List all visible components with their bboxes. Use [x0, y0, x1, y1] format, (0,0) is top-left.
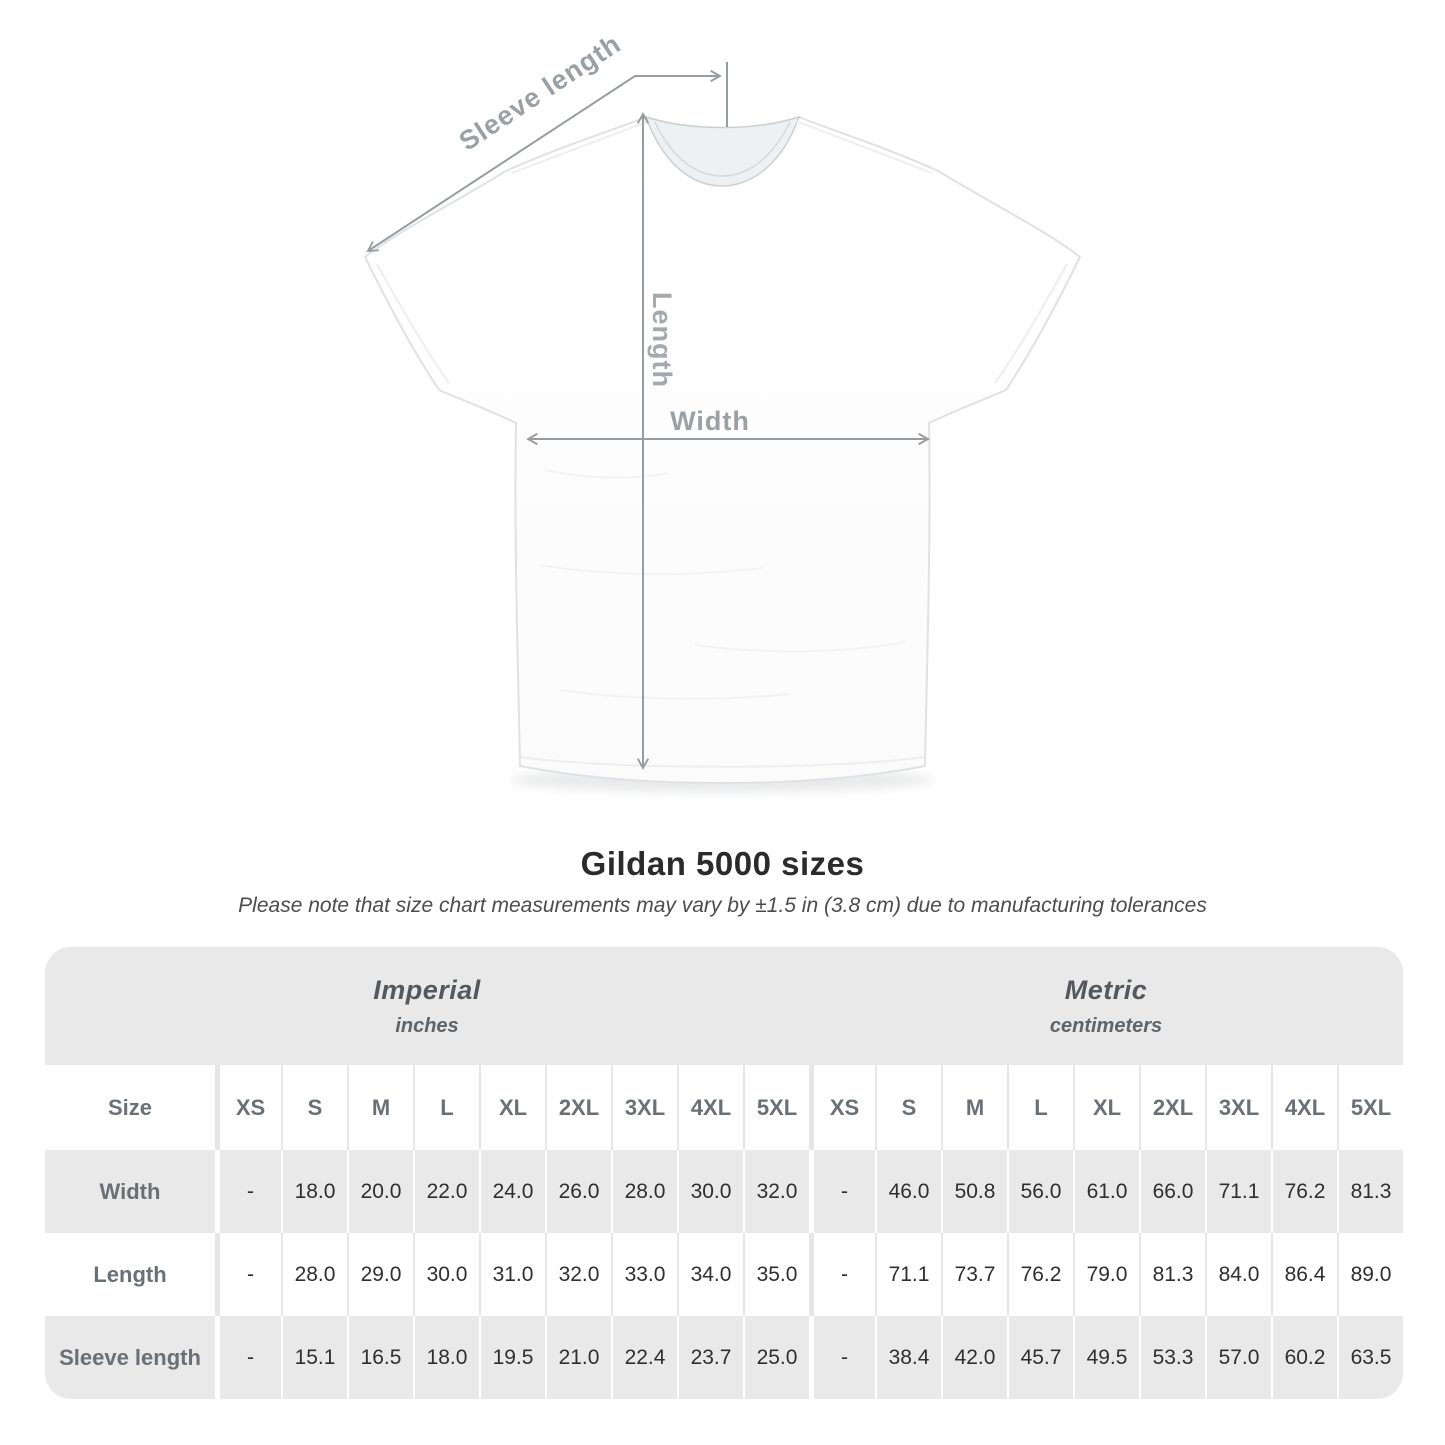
- cell-width-imperial-5xl: 32.0: [743, 1150, 809, 1233]
- cell-sleeve-length-metric-l: 45.7: [1007, 1316, 1073, 1399]
- cell-width-metric-s: 46.0: [875, 1150, 941, 1233]
- size-col-metric-3xl: 3XL: [1205, 1065, 1271, 1150]
- row-label: Sleeve length: [45, 1316, 215, 1399]
- cell-length-imperial-m: 29.0: [347, 1233, 413, 1316]
- cell-sleeve-length-imperial-m: 16.5: [347, 1316, 413, 1399]
- cell-width-metric-l: 56.0: [1007, 1150, 1073, 1233]
- cell-length-imperial-xs: -: [215, 1233, 281, 1316]
- cell-sleeve-length-metric-3xl: 57.0: [1205, 1316, 1271, 1399]
- width-label: Width: [670, 406, 750, 436]
- cell-sleeve-length-imperial-xs: -: [215, 1316, 281, 1399]
- size-col-imperial-3xl: 3XL: [611, 1065, 677, 1150]
- cell-sleeve-length-imperial-xl: 19.5: [479, 1316, 545, 1399]
- size-col-imperial-4xl: 4XL: [677, 1065, 743, 1150]
- sleeve-length-arrow: [366, 69, 722, 253]
- cell-width-metric-m: 50.8: [941, 1150, 1007, 1233]
- cell-width-imperial-2xl: 26.0: [545, 1150, 611, 1233]
- size-col-imperial-xl: XL: [479, 1065, 545, 1150]
- size-header-row: Size XS S M L XL 2XL 3XL 4XL 5XL XS S M L XL 2XL 3XL 4XL…: [45, 1065, 1403, 1150]
- cell-sleeve-length-imperial-l: 18.0: [413, 1316, 479, 1399]
- cell-length-metric-s: 71.1: [875, 1233, 941, 1316]
- cell-length-imperial-2xl: 32.0: [545, 1233, 611, 1316]
- size-col-metric-4xl: 4XL: [1271, 1065, 1337, 1150]
- cell-width-metric-3xl: 71.1: [1205, 1150, 1271, 1233]
- size-col-imperial-m: M: [347, 1065, 413, 1150]
- cell-sleeve-length-metric-5xl: 63.5: [1337, 1316, 1403, 1399]
- cell-length-metric-l: 76.2: [1007, 1233, 1073, 1316]
- cell-width-metric-5xl: 81.3: [1337, 1150, 1403, 1233]
- cell-sleeve-length-metric-4xl: 60.2: [1271, 1316, 1337, 1399]
- tshirt-body: [364, 116, 1081, 784]
- table-row-width: Width -18.0 20.0 22.0 24.0 26.0 28.0 30.0 32.0-4…: [45, 1150, 1403, 1233]
- cell-sleeve-length-metric-2xl: 53.3: [1139, 1316, 1205, 1399]
- cell-width-imperial-4xl: 30.0: [677, 1150, 743, 1233]
- cell-width-imperial-m: 20.0: [347, 1150, 413, 1233]
- size-table: Imperial inches Metric centimeters Size …: [45, 947, 1403, 1399]
- cell-length-imperial-4xl: 34.0: [677, 1233, 743, 1316]
- unit-section-row: Imperial inches Metric centimeters: [45, 947, 1403, 1065]
- cell-width-metric-xs: -: [809, 1150, 875, 1233]
- cell-length-imperial-xl: 31.0: [479, 1233, 545, 1316]
- cell-sleeve-length-metric-xs: -: [809, 1316, 875, 1399]
- size-col-imperial-2xl: 2XL: [545, 1065, 611, 1150]
- size-col-imperial-xs: XS: [215, 1065, 281, 1150]
- cell-width-imperial-s: 18.0: [281, 1150, 347, 1233]
- cell-sleeve-length-metric-s: 38.4: [875, 1316, 941, 1399]
- cell-length-metric-2xl: 81.3: [1139, 1233, 1205, 1316]
- cell-length-metric-5xl: 89.0: [1337, 1233, 1403, 1316]
- page-title: Gildan 5000 sizes: [580, 845, 865, 882]
- size-col-metric-l: L: [1007, 1065, 1073, 1150]
- cell-length-imperial-l: 30.0: [413, 1233, 479, 1316]
- size-col-metric-xl: XL: [1073, 1065, 1139, 1150]
- tshirt-measurement-diagram: Sleeve length Length Width: [364, 28, 1081, 792]
- metric-section-header: Metric centimeters: [809, 947, 1403, 1065]
- size-col-imperial-s: S: [281, 1065, 347, 1150]
- size-col-imperial-5xl: 5XL: [743, 1065, 809, 1150]
- cell-sleeve-length-metric-m: 42.0: [941, 1316, 1007, 1399]
- tolerance-note: Please note that size chart measurements…: [238, 894, 1207, 917]
- size-col-metric-2xl: 2XL: [1139, 1065, 1205, 1150]
- size-col-metric-s: S: [875, 1065, 941, 1150]
- cell-length-metric-m: 73.7: [941, 1233, 1007, 1316]
- size-col-metric-5xl: 5XL: [1337, 1065, 1403, 1150]
- cell-sleeve-length-metric-xl: 49.5: [1073, 1316, 1139, 1399]
- row-label: Length: [45, 1233, 215, 1316]
- cell-length-metric-3xl: 84.0: [1205, 1233, 1271, 1316]
- cell-sleeve-length-imperial-2xl: 21.0: [545, 1316, 611, 1399]
- table-row-sleeve-length: Sleeve length -15.1 16.5 18.0 19.5 21.0 22.4 23…: [45, 1316, 1403, 1399]
- cell-width-imperial-xs: -: [215, 1150, 281, 1233]
- imperial-label: Imperial: [373, 974, 481, 1005]
- shirt-wrinkles: [539, 469, 906, 700]
- size-col-metric-xs: XS: [809, 1065, 875, 1150]
- metric-unit-label: centimeters: [1049, 1014, 1163, 1037]
- size-header-label: Size: [45, 1065, 215, 1150]
- cell-width-metric-xl: 61.0: [1073, 1150, 1139, 1233]
- imperial-unit-label: inches: [395, 1014, 459, 1037]
- measurement-arrows: [366, 62, 930, 770]
- cell-width-imperial-3xl: 28.0: [611, 1150, 677, 1233]
- cell-width-metric-2xl: 66.0: [1139, 1150, 1205, 1233]
- cell-length-metric-xl: 79.0: [1073, 1233, 1139, 1316]
- metric-label: Metric: [1064, 974, 1148, 1005]
- cell-width-imperial-xl: 24.0: [479, 1150, 545, 1233]
- cell-length-imperial-3xl: 33.0: [611, 1233, 677, 1316]
- cell-length-metric-4xl: 86.4: [1271, 1233, 1337, 1316]
- cell-width-metric-4xl: 76.2: [1271, 1150, 1337, 1233]
- size-col-metric-m: M: [941, 1065, 1007, 1150]
- row-label: Width: [45, 1150, 215, 1233]
- length-label: Length: [647, 292, 677, 388]
- cell-sleeve-length-imperial-4xl: 23.7: [677, 1316, 743, 1399]
- cell-sleeve-length-imperial-5xl: 25.0: [743, 1316, 809, 1399]
- table-row-length: Length -28.0 29.0 30.0 31.0 32.0 33.0 34.0 35.0-…: [45, 1233, 1403, 1316]
- cell-length-imperial-5xl: 35.0: [743, 1233, 809, 1316]
- cell-width-imperial-l: 22.0: [413, 1150, 479, 1233]
- imperial-section-header: Imperial inches: [45, 947, 809, 1065]
- cell-sleeve-length-imperial-s: 15.1: [281, 1316, 347, 1399]
- size-col-imperial-l: L: [413, 1065, 479, 1150]
- cell-sleeve-length-imperial-3xl: 22.4: [611, 1316, 677, 1399]
- cell-length-metric-xs: -: [809, 1233, 875, 1316]
- cell-length-imperial-s: 28.0: [281, 1233, 347, 1316]
